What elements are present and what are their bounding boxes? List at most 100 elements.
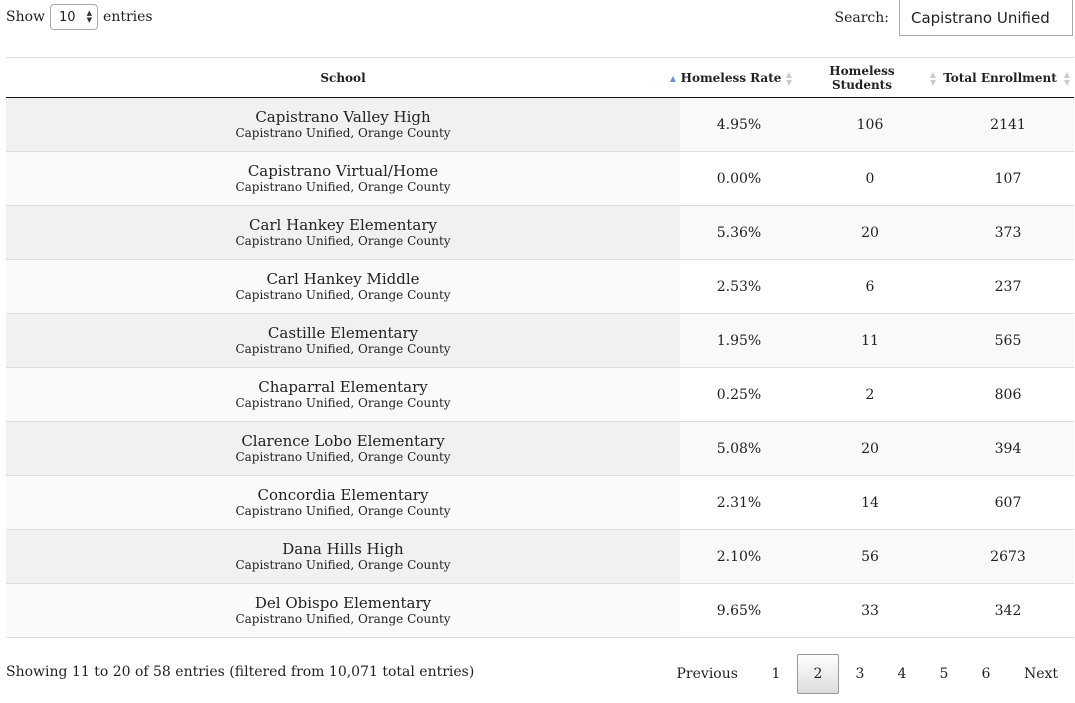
cell-school: Concordia Elementary Capistrano Unified,…	[6, 475, 680, 530]
cell-total-enrollment: 565	[942, 313, 1074, 368]
cell-homeless-rate: 5.08%	[680, 421, 798, 476]
page-button-2-current[interactable]: 2	[796, 654, 839, 694]
length-control: Show 10 ▲ ▼ entries	[6, 4, 153, 30]
cell-homeless-students: 6	[798, 259, 942, 314]
table-row: Capistrano Valley High Capistrano Unifie…	[6, 97, 1074, 152]
school-name: Capistrano Valley High	[255, 107, 431, 126]
school-district: Capistrano Unified, Orange County	[235, 125, 451, 140]
cell-homeless-students: 0	[798, 151, 942, 206]
next-page-button[interactable]: Next	[1023, 666, 1058, 682]
schools-table-wrapper: School ▲ Homeless Rate ▲ ▼ Homeless Stude…	[6, 57, 1074, 638]
table-row: Dana Hills High Capistrano Unified, Oran…	[6, 529, 1074, 584]
column-header-label: Homeless Students	[829, 63, 895, 92]
column-header-homeless-rate[interactable]: Homeless Rate ▲ ▼	[680, 57, 798, 98]
cell-homeless-rate: 0.00%	[680, 151, 798, 206]
cell-total-enrollment: 373	[942, 205, 1074, 260]
school-name: Dana Hills High	[282, 539, 404, 558]
cell-total-enrollment: 107	[942, 151, 1074, 206]
school-district: Capistrano Unified, Orange County	[235, 287, 451, 302]
column-header-label: Homeless Rate	[680, 70, 782, 85]
page-button-1[interactable]: 1	[771, 666, 781, 682]
entries-per-page-value: 10	[59, 9, 76, 25]
cell-homeless-rate: 5.36%	[680, 205, 798, 260]
cell-school: Clarence Lobo Elementary Capistrano Unif…	[6, 421, 680, 476]
page-button-6[interactable]: 6	[981, 666, 991, 682]
cell-total-enrollment: 2673	[942, 529, 1074, 584]
cell-homeless-students: 2	[798, 367, 942, 422]
table-row: Concordia Elementary Capistrano Unified,…	[6, 475, 1074, 530]
table-row: Clarence Lobo Elementary Capistrano Unif…	[6, 421, 1074, 476]
search-label: Search:	[834, 10, 890, 26]
cell-homeless-students: 33	[798, 583, 942, 638]
length-prefix-label: Show	[6, 9, 46, 25]
cell-homeless-rate: 2.31%	[680, 475, 798, 530]
cell-homeless-rate: 0.25%	[680, 367, 798, 422]
school-district: Capistrano Unified, Orange County	[235, 179, 451, 194]
cell-homeless-students: 20	[798, 205, 942, 260]
page-button-4[interactable]: 4	[897, 666, 907, 682]
cell-total-enrollment: 237	[942, 259, 1074, 314]
page-button-3[interactable]: 3	[855, 666, 865, 682]
school-district: Capistrano Unified, Orange County	[235, 233, 451, 248]
column-header-label: Total Enrollment	[943, 70, 1057, 85]
school-name: Chaparral Elementary	[258, 377, 428, 396]
table-row: Capistrano Virtual/Home Capistrano Unifi…	[6, 151, 1074, 206]
spinner-arrows-icon: ▲ ▼	[86, 9, 93, 24]
page-button-5[interactable]: 5	[939, 666, 949, 682]
entries-per-page-select[interactable]: 10 ▲ ▼	[50, 4, 99, 30]
school-district: Capistrano Unified, Orange County	[235, 557, 451, 572]
column-header-label: School	[320, 70, 366, 85]
length-suffix-label: entries	[103, 9, 153, 25]
cell-school: Carl Hankey Middle Capistrano Unified, O…	[6, 259, 680, 314]
cell-homeless-rate: 9.65%	[680, 583, 798, 638]
previous-page-button[interactable]: Previous	[676, 666, 738, 682]
search-input[interactable]	[899, 0, 1073, 36]
search-control: Search:	[834, 0, 1073, 36]
cell-homeless-rate: 4.95%	[680, 97, 798, 152]
cell-homeless-rate: 2.53%	[680, 259, 798, 314]
school-name: Concordia Elementary	[257, 485, 429, 504]
table-controls: Show 10 ▲ ▼ entries Search:	[0, 0, 1075, 44]
school-district: Capistrano Unified, Orange County	[235, 395, 451, 410]
table-row: Chaparral Elementary Capistrano Unified,…	[6, 367, 1074, 422]
school-name: Clarence Lobo Elementary	[241, 431, 445, 450]
cell-homeless-students: 11	[798, 313, 942, 368]
cell-school: Carl Hankey Elementary Capistrano Unifie…	[6, 205, 680, 260]
sort-both-icon: ▲ ▼	[1063, 68, 1070, 87]
table-header: School ▲ Homeless Rate ▲ ▼ Homeless Stude…	[6, 57, 1074, 98]
table-info: Showing 11 to 20 of 58 entries (filtered…	[6, 664, 475, 680]
school-name: Castille Elementary	[267, 323, 419, 342]
cell-school: Chaparral Elementary Capistrano Unified,…	[6, 367, 680, 422]
header-row: School ▲ Homeless Rate ▲ ▼ Homeless Stude…	[6, 57, 1074, 98]
table-row: Castille Elementary Capistrano Unified, …	[6, 313, 1074, 368]
cell-homeless-students: 56	[798, 529, 942, 584]
cell-school: Dana Hills High Capistrano Unified, Oran…	[6, 529, 680, 584]
cell-school: Capistrano Virtual/Home Capistrano Unifi…	[6, 151, 680, 206]
cell-homeless-rate: 2.10%	[680, 529, 798, 584]
pagination: Previous 1 2 3 4 5 6 Next	[660, 654, 1075, 694]
school-district: Capistrano Unified, Orange County	[235, 341, 451, 356]
school-district: Capistrano Unified, Orange County	[235, 503, 451, 518]
sort-asc-icon: ▲	[669, 72, 676, 83]
school-name: Capistrano Virtual/Home	[247, 161, 439, 180]
column-header-school[interactable]: School ▲	[6, 57, 680, 98]
school-district: Capistrano Unified, Orange County	[235, 449, 451, 464]
cell-homeless-students: 106	[798, 97, 942, 152]
cell-homeless-rate: 1.95%	[680, 313, 798, 368]
school-district: Capistrano Unified, Orange County	[235, 611, 451, 626]
cell-school: Capistrano Valley High Capistrano Unifie…	[6, 97, 680, 152]
cell-homeless-students: 14	[798, 475, 942, 530]
table-body: Capistrano Valley High Capistrano Unifie…	[6, 97, 1074, 638]
cell-homeless-students: 20	[798, 421, 942, 476]
school-name: Carl Hankey Elementary	[248, 215, 438, 234]
column-header-homeless-students[interactable]: Homeless Students ▲ ▼	[798, 57, 942, 98]
cell-total-enrollment: 394	[942, 421, 1074, 476]
cell-school: Castille Elementary Capistrano Unified, …	[6, 313, 680, 368]
school-name: Carl Hankey Middle	[266, 269, 420, 288]
cell-total-enrollment: 342	[942, 583, 1074, 638]
table-row: Carl Hankey Elementary Capistrano Unifie…	[6, 205, 1074, 260]
cell-school: Del Obispo Elementary Capistrano Unified…	[6, 583, 680, 638]
column-header-total-enrollment[interactable]: Total Enrollment ▲ ▼	[942, 57, 1074, 98]
school-name: Del Obispo Elementary	[254, 593, 432, 612]
schools-table: School ▲ Homeless Rate ▲ ▼ Homeless Stude…	[6, 57, 1074, 638]
